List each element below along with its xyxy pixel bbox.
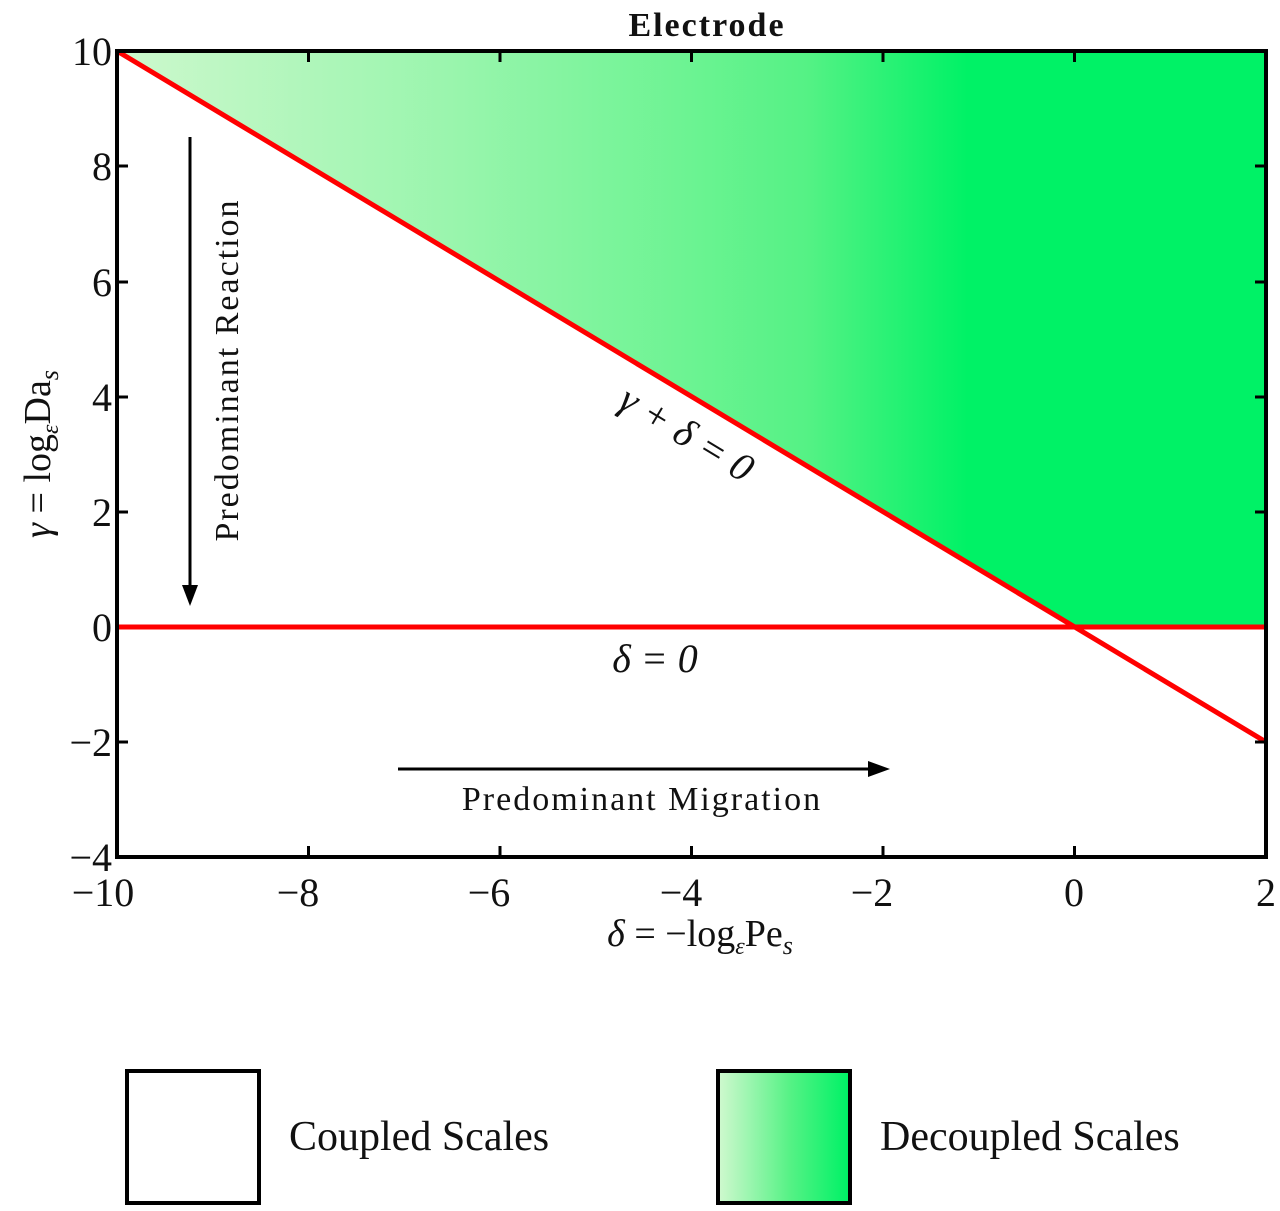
x-tick-labels: −10 −8 −6 −4 −2 0 2 bbox=[72, 870, 1276, 915]
y-tick-label: 10 bbox=[72, 29, 112, 74]
x-tick-label: −4 bbox=[660, 870, 703, 915]
x-tick-label: 0 bbox=[1064, 870, 1084, 915]
legend-label: Decoupled Scales bbox=[880, 1114, 1180, 1160]
x-tick-label: −2 bbox=[851, 870, 894, 915]
chart: Electrode −10 −8 −6 −4 −2 0 2 10 8 6 4 2 bbox=[17, 7, 1276, 960]
x-tick-label: 2 bbox=[1256, 870, 1276, 915]
legend: Coupled Scales Decoupled Scales bbox=[0, 1069, 1280, 1211]
y-tick-label: 0 bbox=[92, 605, 112, 650]
migration-arrow-icon bbox=[398, 761, 890, 777]
x-tick-label: −6 bbox=[468, 870, 511, 915]
x-tick-label: −10 bbox=[72, 870, 135, 915]
y-tick-label: −2 bbox=[69, 720, 112, 765]
legend-label: Coupled Scales bbox=[289, 1114, 550, 1160]
y-ticks bbox=[117, 164, 1266, 744]
legend-item-decoupled: Decoupled Scales bbox=[716, 1069, 1180, 1205]
annotation-delta-zero: δ = 0 bbox=[612, 636, 698, 681]
legend-swatch-decoupled bbox=[716, 1069, 852, 1205]
y-tick-label: 4 bbox=[92, 375, 112, 420]
x-ticks bbox=[307, 51, 1076, 857]
annotation-predominant-reaction: Predominant Reaction bbox=[209, 198, 246, 541]
reaction-arrow-icon bbox=[182, 137, 198, 606]
y-tick-label: 8 bbox=[92, 144, 112, 189]
y-tick-label: 6 bbox=[92, 260, 112, 305]
y-tick-labels: 10 8 6 4 2 0 −2 −4 bbox=[69, 29, 112, 880]
y-axis-label: γ = logεDas bbox=[17, 370, 64, 538]
legend-swatch-coupled bbox=[125, 1069, 261, 1205]
legend-item-coupled: Coupled Scales bbox=[125, 1069, 549, 1205]
x-tick-label: −8 bbox=[277, 870, 320, 915]
y-tick-label: 2 bbox=[92, 490, 112, 535]
annotation-predominant-migration: Predominant Migration bbox=[462, 781, 822, 818]
y-tick-label: −4 bbox=[69, 835, 112, 880]
decoupled-region bbox=[117, 51, 1266, 627]
x-axis-label: δ = −logεPes bbox=[607, 913, 793, 960]
chart-title: Electrode bbox=[628, 7, 785, 44]
